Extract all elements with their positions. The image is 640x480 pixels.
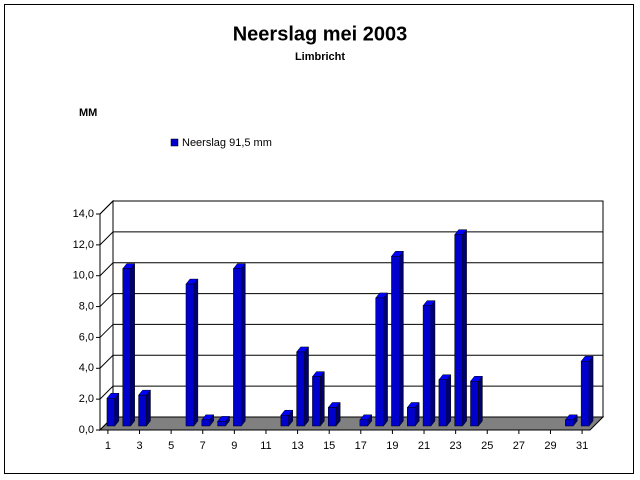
- bar: [185, 283, 195, 427]
- bar: [580, 360, 590, 427]
- bar: [438, 379, 448, 427]
- bar: [138, 394, 147, 427]
- chart-title: Neerslag mei 2003: [233, 23, 408, 45]
- legend-swatch: [170, 138, 179, 147]
- bar-side: [320, 370, 325, 427]
- floor: [98, 416, 605, 431]
- x-tick-label: 13: [291, 440, 303, 452]
- x-tick-label: 7: [200, 440, 206, 452]
- x-tick-label: 29: [544, 440, 556, 452]
- bar: [201, 419, 210, 427]
- grid-line: [99, 200, 114, 215]
- bar-side: [193, 278, 199, 427]
- x-tick-label: 25: [481, 440, 493, 452]
- grid-line: [99, 231, 114, 246]
- grid-line: [99, 354, 114, 369]
- bar: [296, 351, 305, 427]
- bar-side: [241, 262, 246, 427]
- bar: [454, 234, 463, 427]
- bar: [280, 414, 289, 427]
- legend: Neerslag 91,5 mm: [170, 137, 272, 149]
- x-tick-label: 5: [168, 440, 174, 452]
- x-tick-label: 17: [355, 440, 367, 452]
- y-tick-label: 8,0: [79, 300, 94, 312]
- bar-side: [146, 389, 151, 427]
- x-tick-label: 15: [323, 440, 335, 452]
- grid-line: [99, 293, 114, 307]
- bar: [359, 419, 369, 427]
- y-tick-label: 4,0: [79, 362, 94, 374]
- y-tick-label: 6,0: [79, 331, 94, 343]
- y-tick-label: 12,0: [73, 239, 94, 251]
- chart-subtitle: Limbricht: [295, 51, 345, 63]
- bar-side: [478, 375, 483, 427]
- bar-side: [130, 262, 135, 427]
- bar-side: [446, 374, 452, 427]
- x-tick-label: 27: [513, 440, 525, 452]
- x-tick-label: 9: [231, 440, 237, 452]
- x-tick-label: 23: [450, 440, 462, 452]
- bar: [391, 256, 400, 427]
- y-tick-label: 0,0: [79, 424, 94, 436]
- bar: [122, 268, 131, 427]
- bar: [217, 421, 226, 427]
- grid-line: [99, 385, 114, 400]
- y-tick-label: 10,0: [73, 270, 94, 282]
- bar-side: [462, 228, 467, 427]
- x-tick-label: 19: [386, 440, 398, 452]
- bar: [375, 297, 384, 427]
- bar: [106, 397, 116, 427]
- bar: [407, 407, 416, 427]
- y-tick-label: 14,0: [73, 208, 94, 220]
- bar: [327, 407, 337, 427]
- bar: [422, 305, 432, 427]
- x-tick-label: 3: [136, 440, 142, 452]
- x-tick-label: 1: [105, 440, 111, 452]
- bar-side: [114, 392, 120, 427]
- bar-side: [399, 250, 404, 427]
- bar-side: [588, 355, 594, 427]
- grid-line: [99, 324, 114, 338]
- grid-line: [99, 262, 114, 277]
- y-tick-label: 2,0: [79, 393, 94, 405]
- bar-side: [304, 346, 309, 427]
- bar: [565, 419, 574, 427]
- y-axis-label: MM: [79, 107, 97, 119]
- bar-side: [383, 292, 388, 427]
- x-tick-label: 31: [576, 440, 588, 452]
- x-tick-label: 21: [418, 440, 430, 452]
- bar: [470, 381, 479, 427]
- bar: [312, 376, 321, 427]
- bar: [233, 268, 242, 427]
- x-tick-label: 11: [260, 440, 271, 452]
- legend-label: Neerslag 91,5 mm: [182, 137, 272, 149]
- bar-side: [430, 299, 436, 427]
